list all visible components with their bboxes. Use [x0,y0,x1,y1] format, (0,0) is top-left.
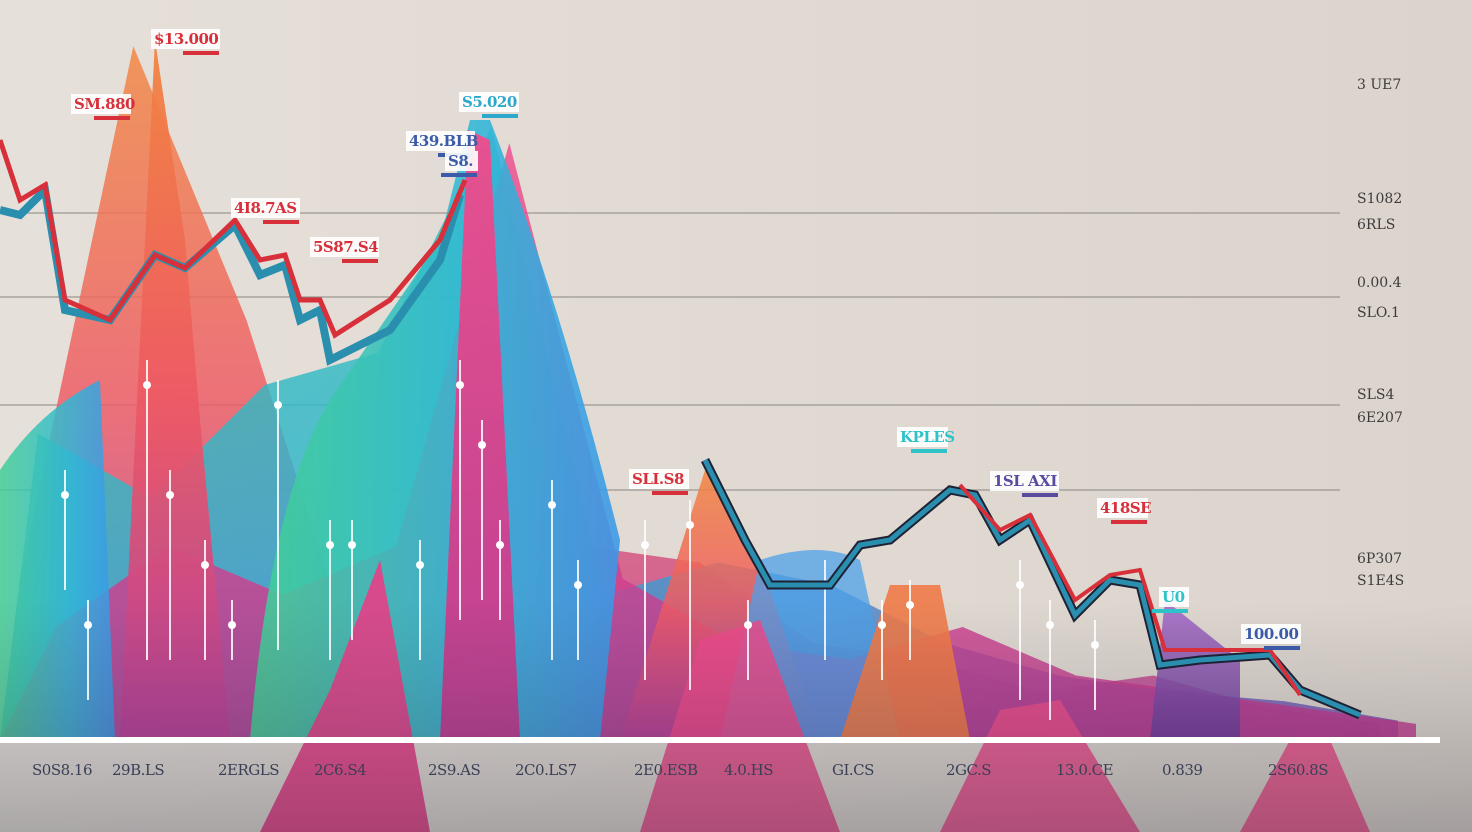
y-tick-layer: 3 UE7 S1082 6RLS 0.00.4 SLO.1 SLS4 6E207 6P307 S… [1357,77,1404,589]
x-tick-label-9: 2GC.S [946,761,991,779]
y-tick-label-2: 6RLS [1357,217,1395,233]
y-tick-label-8: S1E4S [1357,573,1404,589]
stem-marker-4 [201,561,209,569]
stem-marker-11 [478,441,486,449]
annotation-box-11 [1159,587,1189,607]
x-tick-label-8: GI.CS [832,761,874,779]
annotation-label-4: 439.BLB [409,132,478,150]
x-tick-label-6: 2E0.ESB [634,761,698,779]
stem-marker-1 [84,621,92,629]
annotation-box-0 [151,29,220,49]
annotation-label-2: 4I8.7AS [234,199,297,217]
stem-marker-2 [143,381,151,389]
y-tick-label-0: 3 UE7 [1357,77,1401,93]
annotation-box-2 [231,198,300,218]
annotation-box-8 [897,427,948,447]
bottom-shadow [0,600,1472,832]
annotation-box-6 [459,92,519,112]
stem-marker-12 [496,541,504,549]
stem-marker-15 [641,541,649,549]
stem-marker-3 [166,491,174,499]
stem-marker-5 [228,621,236,629]
line-layer [0,139,1362,720]
stem-marker-14 [574,581,582,589]
annotation-underline-9 [1022,493,1058,497]
annotation-underline-8 [911,449,947,453]
annotation-label-3: 5S87.S4 [313,238,378,256]
annotation-label-1: SM.880 [74,95,135,113]
x-tick-label-7: 4.0.HS [724,761,773,779]
stem-marker-6 [274,401,282,409]
stem-marker-10 [456,381,464,389]
annotation-label-11: U0 [1162,588,1185,606]
y-tick-label-5: SLS4 [1357,387,1394,403]
area-center-green [250,120,620,740]
annotation-label-8: KPLES [900,428,955,446]
stem-layer [61,360,1099,720]
annotation-label-9: 1SL AXI [993,472,1057,490]
x-tick-label-2: 2ERGLS [218,761,279,779]
stem-marker-21 [1016,581,1024,589]
annotation-box-10 [1097,498,1148,518]
annotation-underline-3 [342,259,378,263]
x-tick-label-1: 29B.LS [112,761,164,779]
stem-marker-16 [686,521,694,529]
baseline-layer [0,737,1440,743]
annotation-box-9 [990,471,1059,491]
annotation-underline-6 [482,114,518,118]
annotation-underline-11 [1152,609,1188,613]
stem-marker-17 [744,621,752,629]
stem-marker-23 [1091,641,1099,649]
annotation-underline-12 [1264,646,1300,650]
annotation-underline-5 [441,173,477,177]
annotation-label-5: S8. [448,152,473,170]
annotation-label-6: S5.020 [462,93,517,111]
x-tick-label-0: S0S8.16 [32,761,92,779]
tick-layer: S0S8.16 29B.LS 2ERGLS 2C6.S4 2S9.AS 2C0.LS7 2E… [32,761,1329,779]
annotation-box-1 [71,94,131,114]
annotation-label-0: $13.000 [154,30,218,48]
annotation-box-4 [406,131,475,151]
stem-marker-19 [878,621,886,629]
annotation-underline-7 [652,491,688,495]
annotation-label-12: 100.00 [1244,625,1298,643]
y-tick-label-3: 0.00.4 [1357,275,1402,291]
stem-marker-22 [1046,621,1054,629]
label-layer: $13.000 SM.880 4I8.7AS 5S87.S4 439.BLB S8. S5.… [71,29,1301,650]
annotation-underline-10 [1111,520,1147,524]
y-tick-label-1: S1082 [1357,191,1402,207]
x-tick-label-4: 2S9.AS [428,761,480,779]
x-axis-baseline [0,737,1440,743]
annotation-box-12 [1241,624,1301,644]
stem-marker-7 [326,541,334,549]
annotation-box-5 [445,151,478,171]
x-tick-label-5: 2C0.LS7 [515,761,577,779]
annotation-underline-2 [263,220,299,224]
y-tick-label-6: 6E207 [1357,410,1403,426]
stem-marker-8 [348,541,356,549]
x-tick-label-12: 2S60.8S [1268,761,1328,779]
x-tick-label-11: 0.839 [1162,761,1202,779]
y-tick-label-4: SLO.1 [1357,305,1400,321]
y-tick-label-7: 6P307 [1357,551,1402,567]
stem-marker-9 [416,561,424,569]
annotation-underline-1 [94,116,130,120]
annotation-label-7: SLI.S8 [632,470,684,488]
series-line-0 [0,139,468,339]
series-line-right-red [958,483,1302,697]
annotation-underline-0 [183,51,219,55]
stem-marker-0 [61,491,69,499]
series-line-right [702,458,1361,718]
x-tick-label-3: 2C6.S4 [314,761,366,779]
stem-marker-20 [906,601,914,609]
annotation-box-7 [629,469,689,489]
annotation-label-10: 418SE [1100,499,1151,517]
stem-marker-13 [548,501,556,509]
x-tick-label-10: 13.0.CE [1056,761,1113,779]
annotation-box-3 [310,237,379,257]
